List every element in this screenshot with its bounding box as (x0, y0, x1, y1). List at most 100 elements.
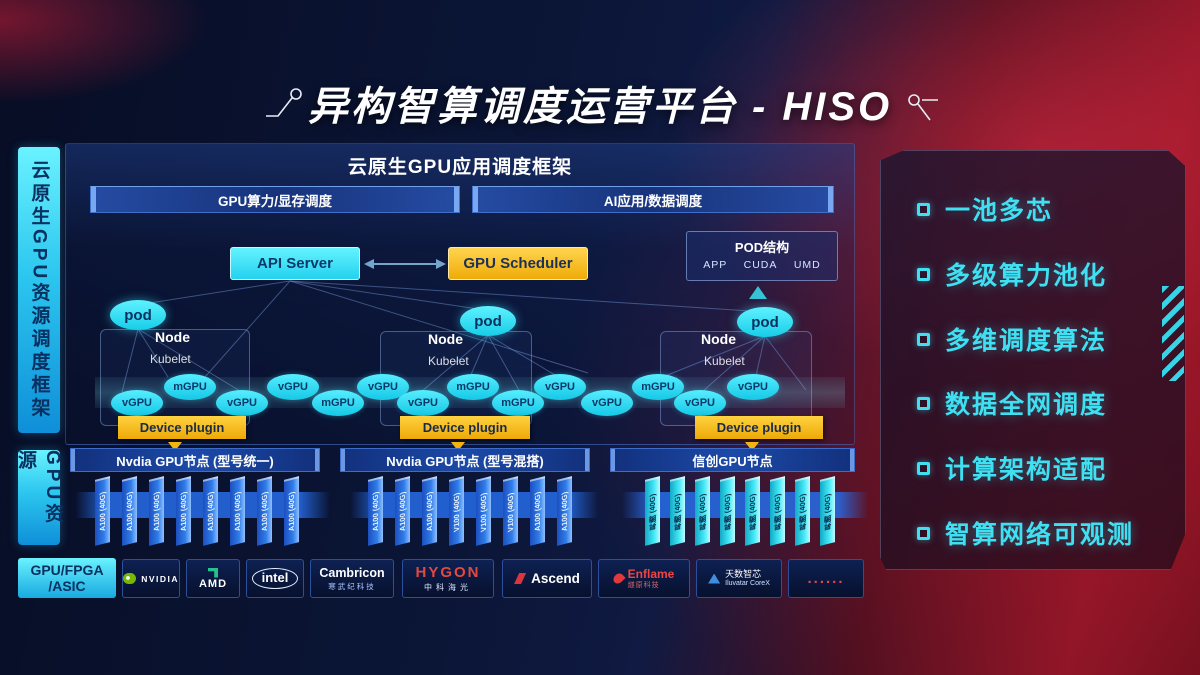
gpu-card: V100 (40G) (476, 476, 491, 546)
pod-item-cuda: CUDA (743, 259, 778, 271)
gpu-card: 昇腾 (40G) (795, 476, 810, 546)
gpu-card-label: V100 (40G) (506, 491, 515, 533)
gpu-card-label: 昇腾 (40G) (698, 492, 707, 532)
feature-item: 数据全网调度 (917, 385, 1107, 421)
arrow-down-icon (451, 442, 465, 451)
node-label: Node (701, 331, 736, 347)
vendor-name: HYGON (415, 563, 481, 581)
gpu-scheduler-box: GPU Scheduler (448, 247, 588, 280)
vendor-name: AMD (198, 577, 228, 590)
gpu-card: A100 (40G) (422, 476, 437, 546)
amd-logo-icon (208, 567, 218, 578)
framework-header: 云原生GPU应用调度框架 (347, 157, 573, 178)
feature-label: 计算架构适配 (945, 456, 1108, 484)
gpu-card-label: A100 (40G) (287, 491, 296, 533)
gpu-card: A100 (40G) (95, 476, 110, 546)
gpu-card-label: V100 (40G) (479, 491, 488, 533)
feature-item: 一池多芯 (917, 191, 1053, 227)
vendor-name: 天数智芯 (725, 568, 762, 579)
gpu-card-label: A100 (40G) (152, 491, 161, 533)
hardware-types-label: GPU/FPGA /ASIC (18, 558, 116, 598)
scheduling-bar-ai: AI应用/数据调度 (472, 186, 834, 213)
feature-label: 智算网络可观测 (945, 521, 1135, 549)
gpu-card-label: A100 (40G) (260, 491, 269, 533)
gpu-ellipse: vGPU (397, 390, 449, 416)
gpu-card: A100 (40G) (557, 476, 572, 546)
feature-panel: 一池多芯 多级算力池化 多维调度算法 数据全网调度 计算架构适配 智算网络可观测 (880, 150, 1186, 570)
gpu-card-label: A100 (40G) (206, 491, 215, 533)
sidebar-framework-label: 云原生GPU资源调度框架 (18, 147, 60, 433)
gpu-ellipse: vGPU (674, 390, 726, 416)
gpu-card: 昇腾 (40G) (745, 476, 760, 546)
gpu-card: A100 (40G) (203, 476, 218, 546)
gpu-card: A100 (40G) (122, 476, 137, 546)
feature-item: 多级算力池化 (917, 256, 1107, 292)
gpu-node-section-mixed: Nvdia GPU节点 (型号混搭) (340, 448, 590, 472)
feature-label: 一池多芯 (945, 197, 1054, 225)
gpu-ellipse: vGPU (216, 390, 268, 416)
gpu-card: A100 (40G) (530, 476, 545, 546)
gpu-shelf (350, 492, 598, 518)
vendor-intel: intel (246, 559, 304, 598)
device-plugin-box: Device plugin (118, 416, 246, 439)
kubelet-label: Kubelet (704, 354, 745, 368)
pod-item-umd: UMD (793, 259, 821, 271)
gpu-node-section-uniform: Nvdia GPU节点 (型号统一) (70, 448, 320, 472)
gpu-card: A100 (40G) (368, 476, 383, 546)
gpu-card: 昇腾 (40G) (695, 476, 710, 546)
feature-label: 多级算力池化 (945, 262, 1108, 290)
gpu-ellipse: mGPU (632, 374, 684, 400)
hw-line2: /ASIC (48, 578, 86, 594)
gpu-card: A100 (40G) (257, 476, 272, 546)
gpu-ellipse: vGPU (267, 374, 319, 400)
gpu-card: A100 (40G) (284, 476, 299, 546)
square-bullet-icon (917, 202, 930, 216)
vendor-cambricon: Cambricon 寒武纪科技 (310, 559, 394, 598)
gpu-card-label: A100 (40G) (125, 491, 134, 533)
scheduling-bar-compute: GPU算力/显存调度 (90, 186, 460, 213)
gpu-card-label: A100 (40G) (533, 491, 542, 533)
pod-ellipse: pod (460, 306, 516, 336)
vendor-more: ...... (788, 559, 864, 598)
gpu-card-label: A100 (40G) (179, 491, 188, 533)
square-bullet-icon (917, 526, 930, 540)
hazard-stripes-icon (1162, 286, 1184, 381)
gpu-card-label: A100 (40G) (425, 491, 434, 533)
device-plugin-box: Device plugin (400, 416, 530, 439)
device-plugin-box: Device plugin (695, 416, 823, 439)
arrow-down-icon (745, 442, 759, 451)
square-bullet-icon (917, 396, 930, 410)
sidebar-gpu-resource-label: GPU资源 (15, 450, 63, 545)
gpu-card: A100 (40G) (230, 476, 245, 546)
vendor-enflame: Enflame 燧原科技 (598, 559, 690, 598)
gpu-card: 昇腾 (40G) (645, 476, 660, 546)
arrow-down-icon (168, 442, 182, 451)
gpu-ellipse: vGPU (111, 390, 163, 416)
vendor-iluvatar: 天数智芯 Iluvatar CoreX (696, 559, 782, 598)
vendor-subname: 中科海光 (424, 582, 472, 592)
ascend-logo-icon (514, 573, 527, 584)
gpu-card-label: 昇腾 (40G) (773, 492, 782, 532)
pod-item-app: APP (703, 259, 728, 271)
vendor-name: Enflame (627, 566, 675, 581)
gpu-card-label: A100 (40G) (98, 491, 107, 533)
hw-line1: GPU/FPGA (30, 561, 104, 578)
gpu-card: A100 (40G) (149, 476, 164, 546)
square-bullet-icon (917, 461, 930, 475)
vendor-name: NVIDIA (141, 574, 179, 584)
iluvatar-logo-icon (708, 573, 721, 584)
vendor-ascend: Ascend (502, 559, 592, 598)
pod-ellipse: pod (737, 307, 793, 337)
gpu-card: V100 (40G) (503, 476, 518, 546)
square-bullet-icon (917, 267, 930, 281)
gpu-card: A100 (40G) (176, 476, 191, 546)
gpu-card-label: 昇腾 (40G) (798, 492, 807, 532)
square-bullet-icon (917, 332, 930, 346)
gpu-node-section-xinchuang: 信创GPU节点 (610, 448, 855, 472)
gpu-card: A100 (40G) (395, 476, 410, 546)
vendor-subname: Iluvatar CoreX (725, 579, 770, 587)
gpu-card-label: A100 (40G) (371, 491, 380, 533)
gpu-card: V100 (40G) (449, 476, 464, 546)
gpu-ellipse: mGPU (447, 374, 499, 400)
